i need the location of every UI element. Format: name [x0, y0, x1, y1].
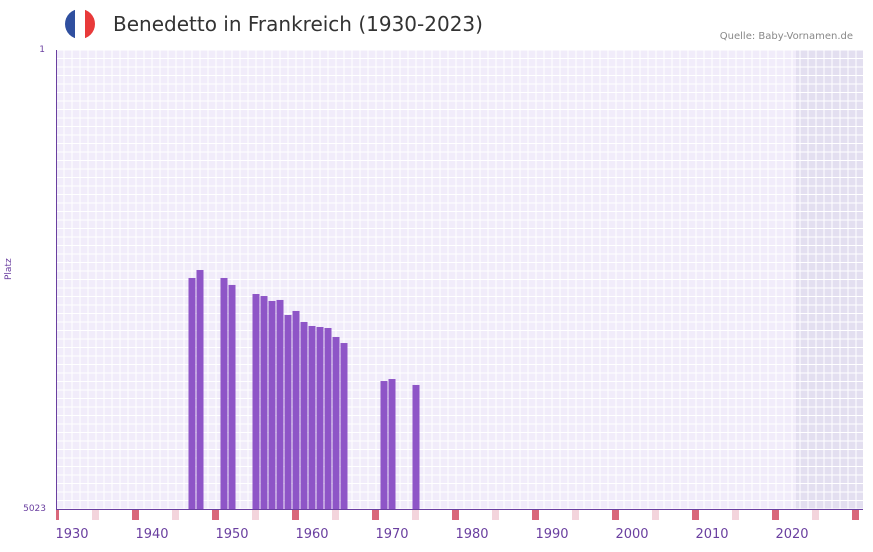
bar-1971 [380, 381, 388, 510]
x-tick-1970: 1970 [375, 527, 409, 542]
x-tick-1950: 1950 [215, 527, 249, 542]
bar-1956 [260, 296, 268, 510]
bar-1965 [332, 336, 340, 510]
x-tick-1990: 1990 [535, 527, 569, 542]
y-tick-bottom: 5023 [23, 504, 46, 514]
bar-1960 [292, 310, 300, 510]
x-tick-2010: 2010 [695, 527, 729, 542]
bar-1961 [300, 321, 308, 510]
bar-1951 [220, 277, 228, 510]
bar-1948 [196, 270, 204, 510]
france-flag-icon [65, 9, 95, 39]
bar-1972 [388, 379, 396, 510]
x-tick-1940: 1940 [135, 527, 169, 542]
bar-1963 [316, 326, 324, 510]
bar-1957 [268, 300, 276, 510]
bar-1958 [276, 299, 284, 510]
bar-1955 [252, 294, 260, 510]
source-label: Quelle: Baby-Vornamen.de [719, 31, 853, 42]
chart-title: Benedetto in Frankreich (1930-2023) [113, 12, 483, 36]
y-axis-label: Platz [4, 258, 14, 280]
x-tick-1980: 1980 [455, 527, 489, 542]
x-tick-2000: 2000 [615, 527, 649, 542]
bar-1947 [188, 277, 196, 510]
x-tick-1930: 1930 [55, 527, 89, 542]
chart-plot-area [56, 50, 863, 510]
bar-1975 [412, 384, 420, 510]
bar-1962 [308, 325, 316, 510]
x-tick-1960: 1960 [295, 527, 329, 542]
bar-1959 [284, 314, 292, 510]
bar-1966 [340, 343, 348, 510]
x-axis-year-markers [56, 510, 859, 520]
x-tick-2020: 2020 [775, 527, 809, 542]
y-tick-top: 1 [39, 45, 45, 55]
bar-1964 [324, 327, 332, 510]
bar-1952 [228, 284, 236, 510]
